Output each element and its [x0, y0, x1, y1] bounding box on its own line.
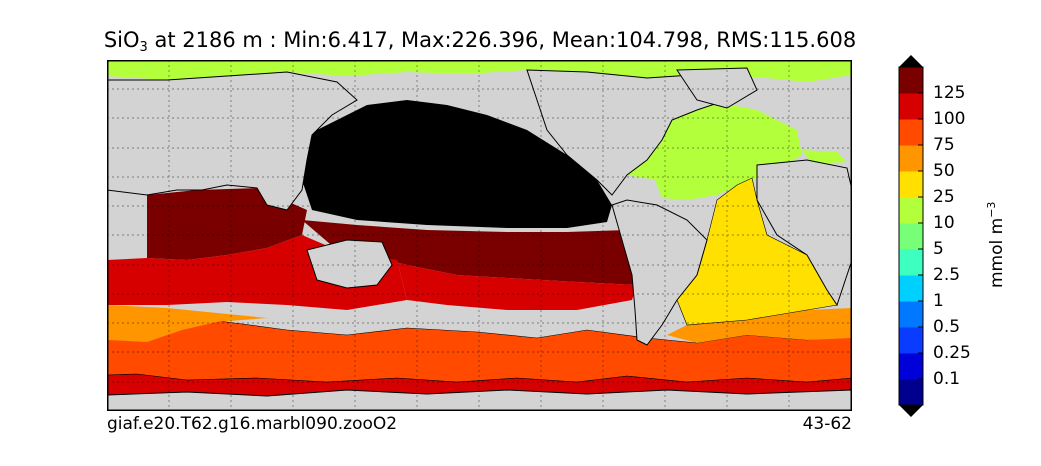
colorbar-tick-label: 2.5 [933, 265, 961, 285]
colorbar-segment [899, 171, 923, 198]
region-south-pacific-dark [302, 220, 647, 285]
colorbar-tick-label: 0.1 [933, 369, 961, 389]
chart-title: SiO3 at 2186 m : Min:6.417, Max:226.396,… [0, 28, 960, 55]
colorbar-segment [899, 301, 923, 328]
land-australia [306, 239, 393, 289]
colorbar-tick-label: 50 [933, 161, 955, 181]
year-range: 43-62 [802, 414, 852, 434]
colorbar-extend-max [899, 55, 923, 67]
colorbar-segment [899, 145, 923, 172]
land-africa [756, 159, 852, 307]
units-base: mmol m [987, 217, 1007, 288]
title-prefix: SiO [103, 28, 140, 52]
colorbar-segment [899, 93, 923, 120]
units-exponent: −3 [985, 201, 998, 218]
map-frame [107, 60, 852, 411]
colorbar-tick-label: 5 [933, 239, 944, 259]
colorbar [898, 55, 924, 417]
land-asia [107, 71, 358, 211]
colorbar-tick-label: 0.5 [933, 317, 961, 337]
colorbar-segment [899, 67, 923, 94]
title-text: at 2186 m : Min:6.417, Max:226.396, Mean… [147, 28, 857, 52]
colorbar-tick-label: 10 [933, 213, 955, 233]
colorbar-tick-label: 1 [933, 291, 944, 311]
colorbar-segment [899, 327, 923, 354]
colorbar-tick-label: 125 [933, 83, 966, 103]
colorbar-segment [899, 119, 923, 146]
colorbar-frame [898, 66, 924, 406]
map-grid [107, 60, 852, 411]
colorbar-segment [899, 197, 923, 224]
colorbar-segment [899, 275, 923, 302]
colorbar-segment [899, 249, 923, 276]
region-southern-ocean-outer [107, 305, 307, 342]
region-mediterranean [802, 150, 847, 164]
run-name: giaf.e20.T62.g16.marbl090.zooO2 [107, 414, 398, 434]
land-south-america [611, 199, 708, 346]
region-north-pacific [302, 100, 612, 228]
land-greenland [676, 67, 758, 109]
colorbar-units: mmol m−3 [985, 202, 1007, 288]
colorbar-tick-label: 75 [933, 135, 955, 155]
colorbar-segment [899, 223, 923, 250]
title-subscript: 3 [139, 40, 148, 55]
region-south-atlantic-southern [667, 308, 852, 343]
colorbar-tick-label: 0.25 [933, 343, 971, 363]
colorbar-tick-label: 100 [933, 109, 966, 129]
colorbar-extend-min [899, 405, 923, 417]
colorbar-segment [899, 379, 923, 406]
ocean-map [107, 60, 852, 411]
colorbar-tick-label: 25 [933, 187, 955, 207]
colorbar-segment [899, 353, 923, 380]
region-south-pacific [337, 250, 637, 310]
